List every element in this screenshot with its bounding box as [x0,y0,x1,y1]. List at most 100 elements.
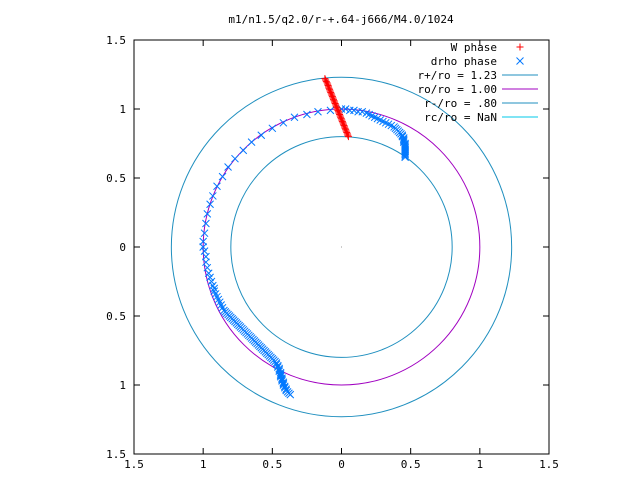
data-point [207,277,216,286]
y-tick-label: 0 [119,241,126,254]
marker-stroke [239,146,248,155]
legend-label: drho phase [431,55,497,68]
x-tick-label: 0.5 [401,458,421,471]
x-tick-label: 1 [477,458,484,471]
data-point [326,106,335,115]
data-point [401,153,409,162]
data-point [239,146,248,155]
marker-stroke [274,363,282,371]
data-point [199,243,208,251]
marker-stroke [282,386,291,395]
marker-stroke [213,182,221,191]
data-point [303,110,311,119]
marker-stroke [224,163,232,171]
marker-stroke [401,153,409,162]
data-point [344,131,352,139]
legend-marker [516,57,524,65]
series-w-phase [321,75,352,141]
marker-stroke [368,112,376,120]
marker-stroke [213,292,221,301]
data-point [218,172,227,181]
marker-stroke [210,284,219,293]
data-point [208,281,217,290]
data-point [344,133,352,141]
data-point [200,229,209,238]
legend-marker [516,43,524,51]
plot-frame: 1.5 1 0.5 0 0.5 1 1.51.510.500.511.5 [106,34,559,471]
marker-stroke [381,118,390,127]
legend-label: W phase [451,41,497,54]
marker-stroke [370,113,379,122]
marker-stroke [268,124,277,133]
marker-stroke [387,121,396,130]
marker-stroke [379,117,387,126]
y-tick-label: 0.5 [106,172,126,185]
marker-stroke [362,109,371,117]
marker-stroke [365,110,374,119]
marker-stroke [350,106,358,115]
marker-stroke [203,210,212,218]
marker-stroke [275,365,284,374]
marker-stroke [401,150,409,159]
circle-2 [230,136,453,358]
marker-stroke [217,301,226,309]
marker-stroke [373,114,382,123]
marker-stroke [199,243,208,251]
data-point [279,118,288,127]
marker-stroke [218,303,227,312]
reference-circles [170,76,513,418]
data-point [247,138,256,146]
series-drho-phase [199,105,409,399]
marker-stroke [208,281,217,290]
data-point [358,107,367,116]
data-point [401,150,409,159]
origin-dot [341,246,342,248]
y-tick-label: 1.5 [106,34,126,47]
marker-stroke [220,306,228,315]
marker-stroke [401,152,409,160]
data-point [257,131,266,140]
marker-stroke [208,192,217,200]
x-tick-label: 1.5 [124,458,144,471]
x-tick-label: 0.5 [262,458,282,471]
marker-stroke [376,116,385,124]
data-point [350,106,358,115]
data-point [314,107,322,116]
data-point [208,192,217,200]
data-point [199,237,208,246]
y-tick-label: 1 [119,379,126,392]
marker-stroke [290,113,299,122]
marker-stroke [279,118,288,127]
legend-label: r+/ro = 1.23 [418,69,497,82]
marker-stroke [303,110,311,119]
data-point [202,258,210,267]
x-tick-label: 0 [338,458,345,471]
data-point [231,154,239,163]
y-tick-label: 1.5 [106,448,126,461]
marker-stroke [199,237,208,246]
marker-stroke [207,277,216,286]
marker-stroke [218,172,227,181]
marker-stroke [206,273,214,282]
data-point [401,152,409,160]
data-point [206,273,214,282]
marker-stroke [247,138,256,146]
marker-stroke [200,229,209,238]
marker-stroke [206,200,214,209]
legend-label: ro/ro = 1.00 [418,83,497,96]
y-tick-label: 1 [119,103,126,116]
marker-stroke [215,298,224,307]
marker-stroke [202,258,210,267]
marker-stroke [341,105,350,113]
data-point [206,200,214,209]
data-point [203,210,212,218]
data-point [202,219,210,228]
marker-stroke [516,57,524,65]
data-series [199,75,409,399]
data-point [290,113,299,122]
legend-label: rc/ro = NaN [424,111,497,124]
marker-stroke [214,295,223,304]
marker-stroke [231,154,239,163]
data-point [341,105,350,113]
